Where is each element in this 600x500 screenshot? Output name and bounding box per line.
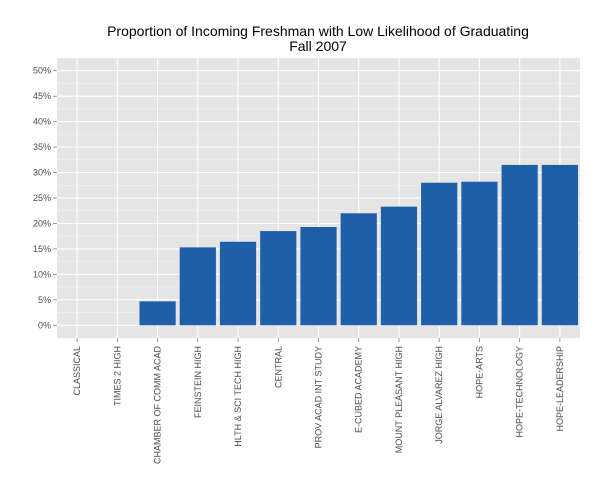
y-tick-label: 15% (33, 244, 51, 254)
bar (340, 213, 377, 326)
bar (501, 164, 538, 326)
x-tick-label: CHAMBER OF COMM ACAD (153, 346, 163, 465)
x-tick-label: HOPE-ARTS (474, 346, 484, 398)
y-tick-label: 20% (33, 218, 51, 228)
y-axis-ticks: 0% 5% 10% 15% 20% 25% 30% 35% 40% 45% 50% (33, 66, 57, 330)
bar (300, 227, 337, 326)
bar (179, 247, 216, 326)
y-tick-label: 35% (33, 142, 51, 152)
bar (421, 182, 458, 326)
y-tick-label: 0% (38, 320, 51, 330)
x-tick-label: FEINSTEIN HIGH (193, 346, 203, 418)
y-tick-label: 40% (33, 117, 51, 127)
x-tick-label: JORGE ALVAREZ HIGH (434, 346, 444, 444)
chart-subtitle: Fall 2007 (289, 38, 347, 54)
bar (541, 164, 578, 326)
x-tick-label: CENTRAL (273, 346, 283, 388)
y-tick-label: 10% (33, 269, 51, 279)
bar (260, 231, 297, 326)
chart-title: Proportion of Incoming Freshman with Low… (107, 23, 529, 39)
x-tick-label: E-CUBED ACADEMY (354, 346, 364, 433)
bars (139, 164, 578, 326)
y-tick-label: 50% (33, 66, 51, 76)
y-tick-label: 30% (33, 168, 51, 178)
bar (139, 301, 176, 326)
x-tick-label: HLTH & SCI TECH HIGH (233, 346, 243, 447)
x-tick-label: PROV ACAD INT STUDY (314, 346, 324, 448)
x-tick-label: CLASSICAL (72, 346, 82, 396)
x-tick-label: HOPE-TECHNOLOGY (515, 346, 525, 438)
y-tick-label: 5% (38, 295, 51, 305)
x-axis-ticks: CLASSICAL TIMES 2 HIGH CHAMBER OF COMM ACA… (72, 338, 565, 464)
x-tick-label: HOPE-LEADERSHIP (555, 346, 565, 432)
y-tick-label: 25% (33, 193, 51, 203)
y-tick-label: 45% (33, 91, 51, 101)
x-tick-label: TIMES 2 HIGH (112, 346, 122, 406)
x-tick-label: MOUNT PLEASANT HIGH (394, 346, 404, 453)
bar (219, 241, 257, 326)
bar (380, 206, 418, 326)
bar (461, 181, 498, 326)
